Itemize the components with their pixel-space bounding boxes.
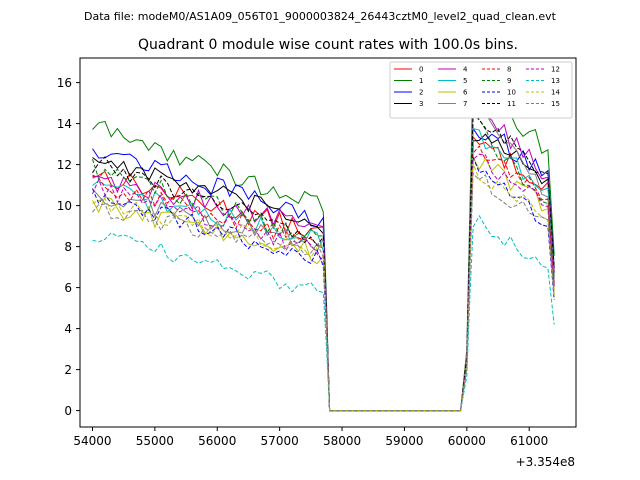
y-tick-label: 2 (64, 363, 72, 377)
legend-label-10: 10 (507, 89, 516, 97)
legend-label-6: 6 (463, 89, 468, 97)
x-axis: 54000 55000 56000 57000 58000 59000 60000 61000 (73, 427, 548, 448)
x-tick-label: 57000 (261, 434, 299, 448)
series-line-13 (92, 214, 555, 412)
series-line-14 (92, 163, 555, 412)
legend-label-1: 1 (419, 77, 423, 85)
legend-label-4: 4 (463, 66, 468, 74)
series-line-8 (92, 145, 555, 412)
y-tick-label: 0 (64, 404, 72, 418)
y-tick-label: 10 (57, 199, 72, 213)
legend-label-8: 8 (507, 66, 511, 74)
legend-label-15: 15 (551, 100, 560, 108)
x-tick-label: 58000 (323, 434, 361, 448)
x-tick-label: 56000 (198, 434, 236, 448)
data-file-label: Data file: modeM0/AS1A09_056T01_90000038… (84, 10, 557, 23)
series-line-15 (92, 172, 555, 412)
plot-frame (79, 57, 577, 428)
legend-box (389, 61, 573, 119)
plot-series-group (92, 74, 555, 412)
legend-label-11: 11 (507, 100, 516, 108)
legend-label-2: 2 (419, 89, 423, 97)
y-tick-label: 12 (57, 158, 72, 172)
y-tick-label: 6 (64, 281, 72, 295)
y-axis: 0 2 4 6 8 10 12 14 16 (57, 76, 80, 418)
legend-label-9: 9 (507, 77, 511, 85)
legend-label-5: 5 (463, 77, 467, 85)
x-tick-label: 61000 (510, 434, 548, 448)
legend-label-3: 3 (419, 100, 423, 108)
legend-label-0: 0 (419, 66, 423, 74)
y-tick-label: 4 (64, 322, 72, 336)
legend-label-12: 12 (551, 66, 560, 74)
x-tick-label: 60000 (448, 434, 486, 448)
legend-label-7: 7 (463, 100, 467, 108)
x-tick-label: 54000 (73, 434, 111, 448)
x-tick-label: 55000 (136, 434, 174, 448)
y-tick-label: 14 (57, 117, 72, 131)
legend-label-14: 14 (551, 89, 560, 97)
chart-title: Quadrant 0 module wise count rates with … (138, 37, 518, 53)
x-axis-offset-label: +3.354e8 (516, 455, 575, 469)
y-tick-label: 16 (57, 76, 72, 90)
legend-label-13: 13 (551, 77, 560, 85)
y-tick-label: 8 (64, 240, 72, 254)
x-tick-label: 59000 (385, 434, 423, 448)
